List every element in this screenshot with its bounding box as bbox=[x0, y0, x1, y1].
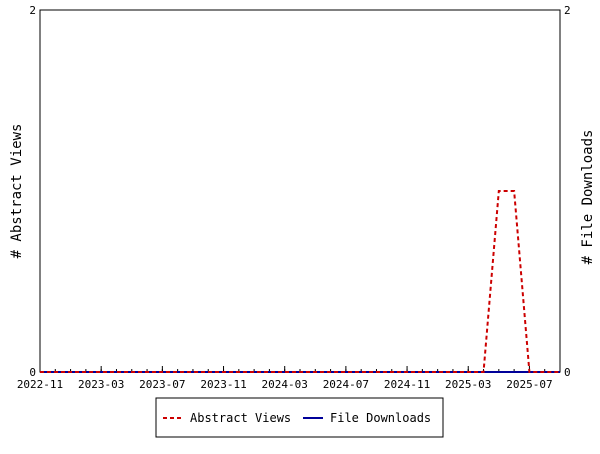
x-tick-label: 2024-03 bbox=[262, 378, 308, 391]
legend: Abstract Views File Downloads bbox=[155, 397, 444, 438]
legend-box bbox=[155, 397, 444, 438]
x-tick-label: 2023-11 bbox=[200, 378, 246, 391]
y-left-tick-label: 0 bbox=[29, 366, 36, 379]
y-right-tick-label: 2 bbox=[564, 4, 571, 17]
x-tick-label: 2025-03 bbox=[445, 378, 491, 391]
y-axis-left-title: # Abstract Views bbox=[9, 124, 25, 259]
y-axis-tick-labels: 0 2 0 2 bbox=[29, 4, 570, 379]
x-tick-label: 2023-03 bbox=[78, 378, 124, 391]
y-left-tick-label: 2 bbox=[29, 4, 36, 17]
legend-label-file-downloads: File Downloads bbox=[330, 411, 431, 425]
x-tick-label: 2022-11 bbox=[17, 378, 63, 391]
x-tick-label: 2023-07 bbox=[139, 378, 185, 391]
x-tick-label: 2024-07 bbox=[323, 378, 369, 391]
x-axis-tick-labels: 2022-11 2023-03 2023-07 2023-11 2024-03 2024-… bbox=[17, 378, 553, 391]
y-axis-right-title: # File Downloads bbox=[580, 130, 596, 265]
y-right-tick-label: 0 bbox=[564, 366, 571, 379]
plot-area bbox=[39, 9, 561, 373]
legend-label-abstract-views: Abstract Views bbox=[190, 411, 291, 425]
series-layer bbox=[40, 190, 560, 373]
x-tick-label: 2024-11 bbox=[384, 378, 430, 391]
x-tick-label: 2025-07 bbox=[506, 378, 552, 391]
series-line-abstract-views bbox=[40, 190, 560, 373]
